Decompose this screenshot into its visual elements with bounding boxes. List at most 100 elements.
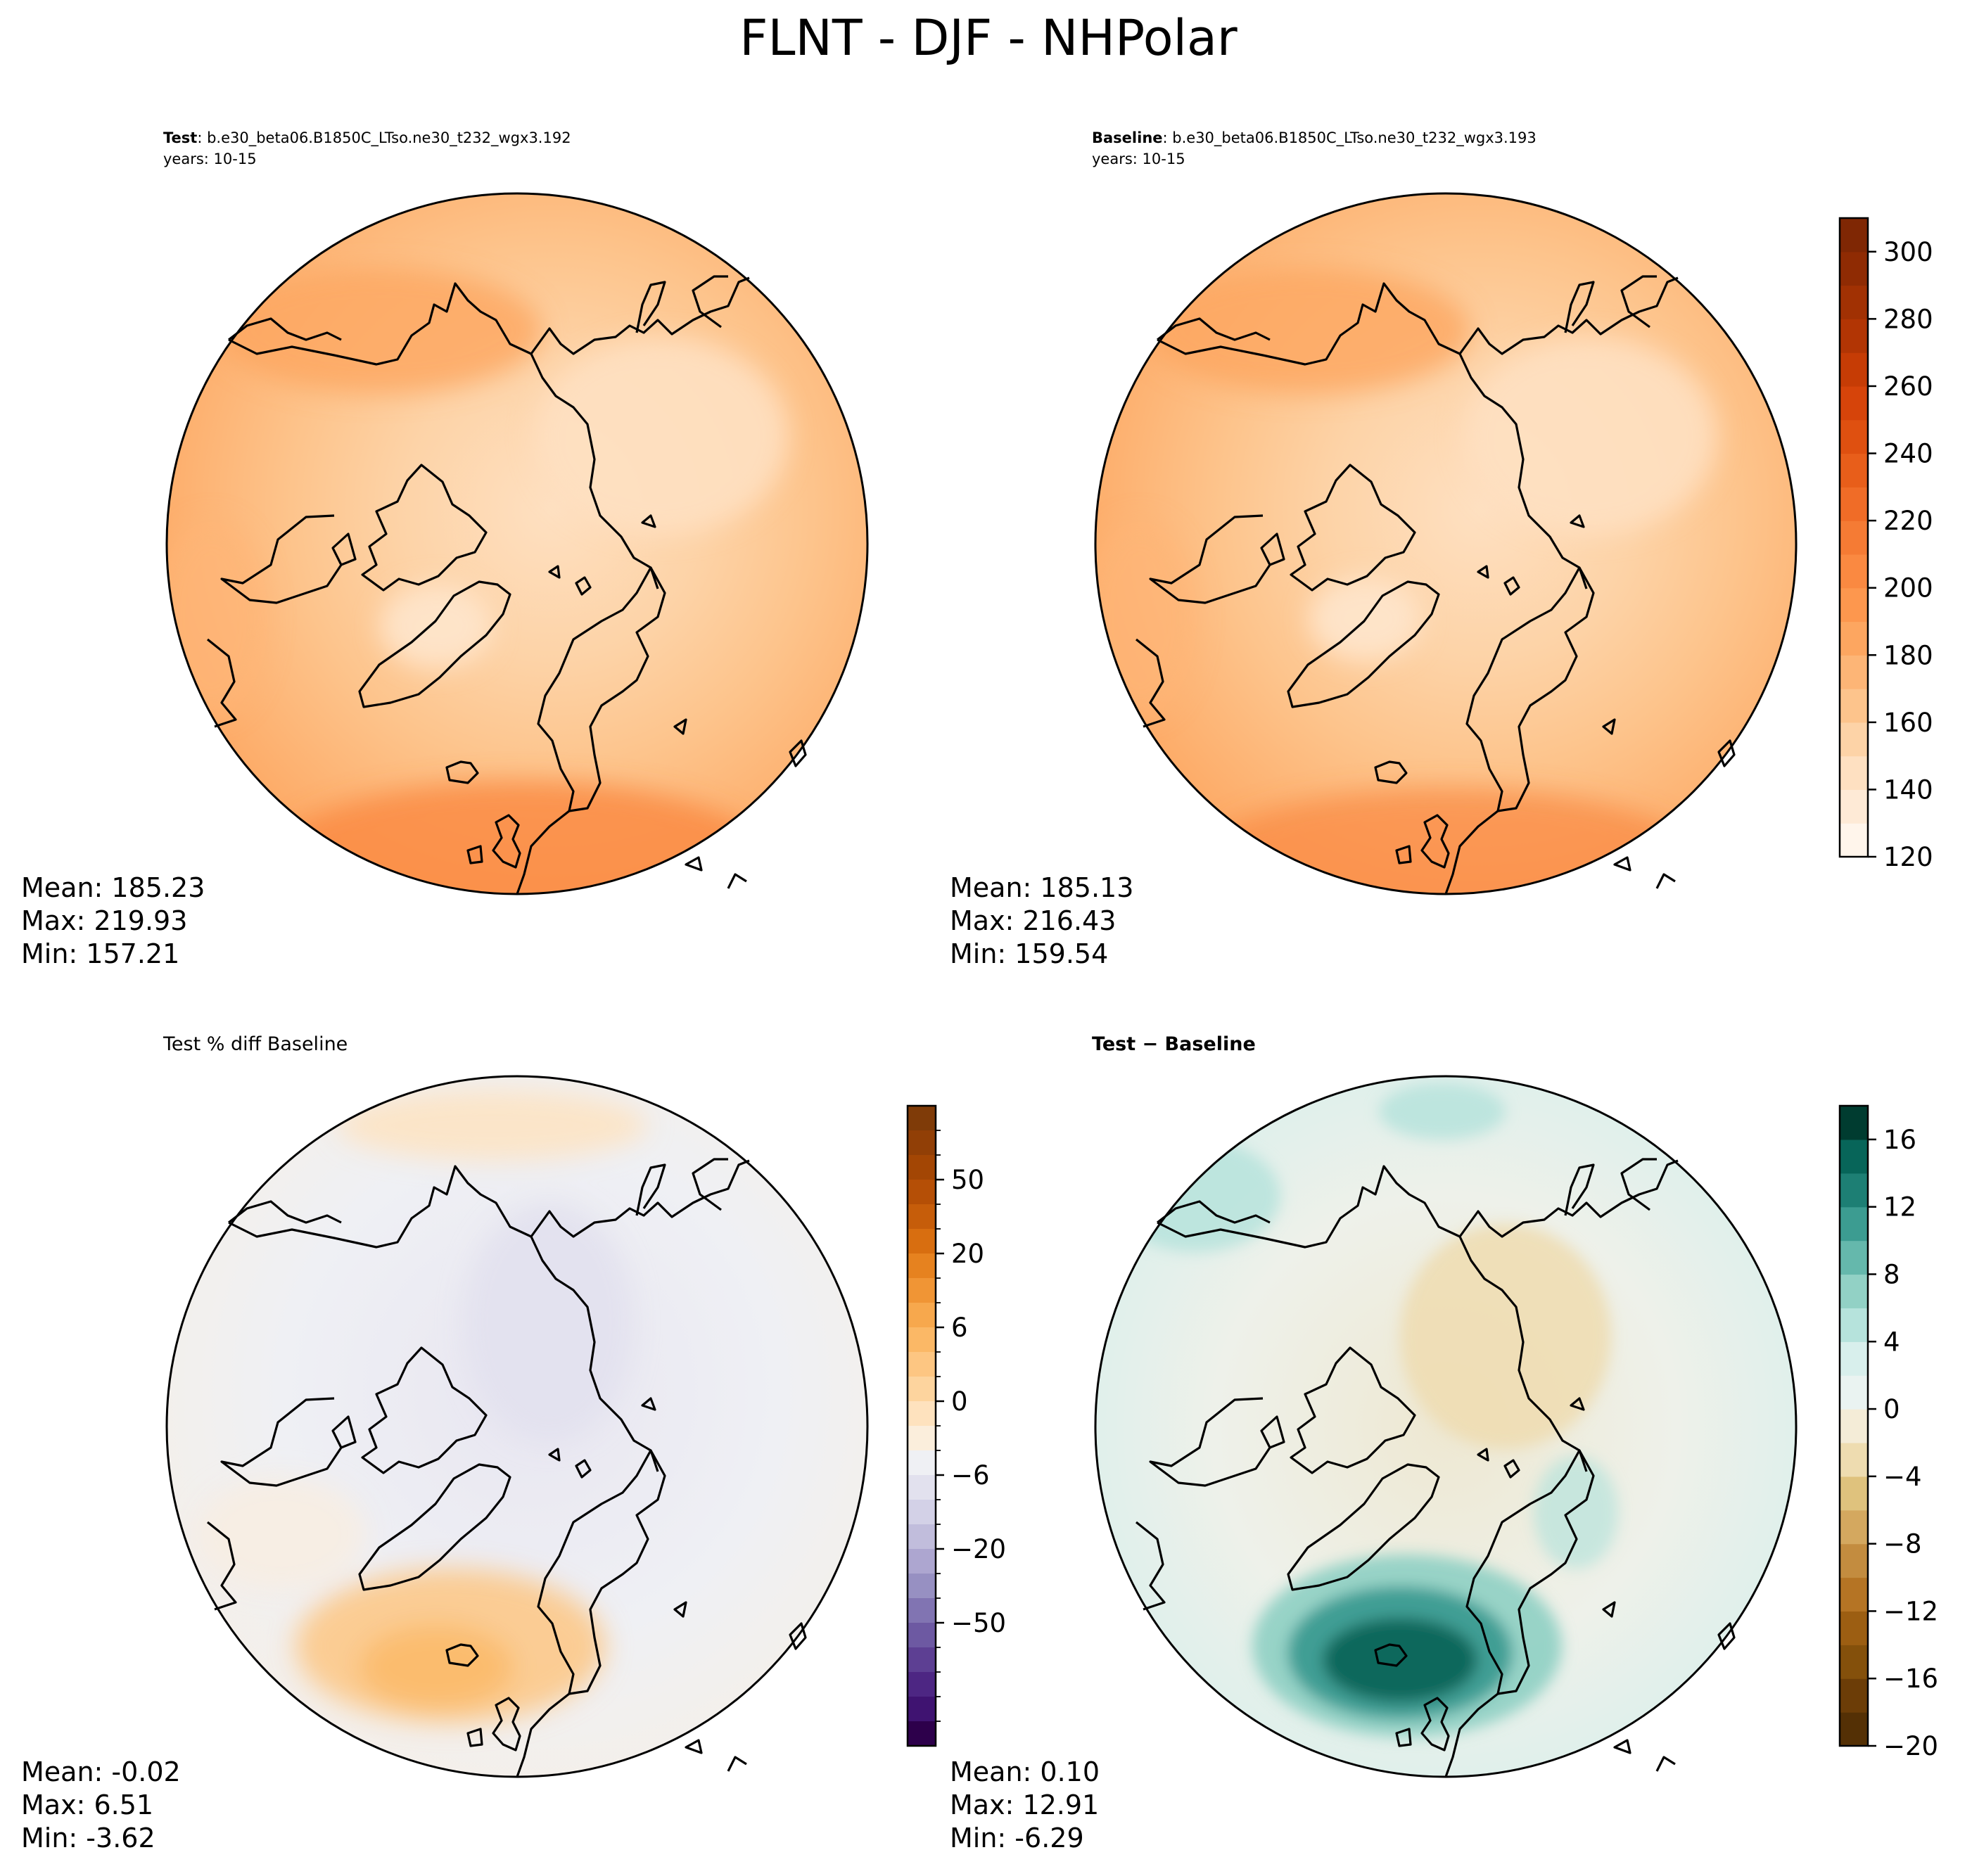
baseline-title-rest: : b.e30_beta06.B1850C_LTso.ne30_t232_wgx… [1163,129,1537,147]
test-map-field [167,193,867,894]
baseline-colorbar-bin [1840,789,1868,824]
difference-colorbar-bin [1840,1577,1868,1612]
baseline-colorbar: 120 140 160 180 200 220 240 260 280 300 [1838,217,1933,872]
difference-colorbar-bin [1840,1409,1868,1443]
difference-colorbar-bin [1840,1375,1868,1410]
percent-diff-map-field [167,1076,867,1777]
difference-colorbar-bin [1840,1308,1868,1342]
percent-diff-colorbar-bin [908,1278,936,1303]
difference-colorbar-tick-label: −4 [1883,1462,1922,1492]
percent-diff-colorbar-tick-label: 0 [951,1386,968,1417]
difference-colorbar-bin [1840,1611,1868,1645]
baseline-colorbar-bin [1840,319,1868,353]
baseline-colorbar-bin [1840,587,1868,623]
test-map-boundary [165,192,869,895]
difference-colorbar-bin [1840,1341,1868,1376]
baseline-colorbar-bin [1840,621,1868,656]
percent-diff-colorbar-bin [908,1549,936,1574]
percent-diff-title-rest: Test % diff Baseline [163,1033,348,1055]
test-title-bold: Test [163,129,197,146]
difference-colorbar-tick-label: −12 [1883,1596,1938,1626]
baseline-colorbar-bin [1840,218,1868,253]
baseline-colorbar-tick-label: 160 [1883,708,1933,738]
percent-diff-colorbar-bin [908,1155,936,1180]
difference-colorbar-bin [1840,1106,1868,1140]
difference-map-field [1095,1076,1796,1777]
test-min: Min: 157.21 [21,938,179,969]
baseline-colorbar-tick-label: 280 [1883,304,1933,334]
baseline-colorbar-tick-label: 300 [1883,237,1933,267]
percent-diff-colorbar-tick-label: −20 [951,1534,1006,1564]
percent-diff-colorbar-bin [908,1672,936,1697]
percent-diff-colorbar-tick-label: 6 [951,1313,968,1343]
baseline-colorbar-bin [1840,655,1868,689]
percent-diff-min: Min: -3.62 [21,1823,155,1853]
baseline-colorbar-bin [1840,385,1868,421]
percent-diff-colorbar-bin [908,1475,936,1500]
percent-diff-colorbar-bin [908,1598,936,1623]
difference-colorbar-bin [1840,1240,1868,1275]
percent-diff-colorbar-bin [908,1574,936,1599]
difference-colorbar-tick-label: 0 [1883,1394,1900,1424]
test-years: years: 10-15 [163,151,257,167]
baseline-colorbar-bin [1840,722,1868,757]
percent-diff-colorbar-bin [908,1721,936,1747]
percent-diff-colorbar-bin [908,1106,936,1131]
percent-diff-colorbar-bin [908,1253,936,1279]
difference-colorbar-bin [1840,1274,1868,1308]
percent-diff-panel-title: Test % diff Baseline [163,1033,348,1055]
difference-colorbar-tick-label: 8 [1883,1259,1900,1289]
difference-colorbar-bin [1840,1206,1868,1242]
percent-diff-colorbar-tick-label: −6 [951,1460,990,1491]
difference-colorbar-bin [1840,1543,1868,1578]
percent-diff-colorbar: 50 20 6 0 −6 −20 −50 [906,1104,1006,1747]
baseline-colorbar-tick-label: 220 [1883,506,1933,536]
baseline-colorbar-bin [1840,521,1868,555]
difference-title-bold: Test − Baseline [1092,1033,1256,1055]
percent-diff-colorbar-tick-label: 50 [951,1165,984,1195]
baseline-colorbar-bin [1840,487,1868,521]
baseline-colorbar-tick-label: 240 [1883,439,1933,469]
baseline-colorbar-tick-label: 260 [1883,371,1933,402]
baseline-colorbar-tick-label: 140 [1883,774,1933,805]
figure-title: FLNT - DJF - NHPolar [739,9,1238,67]
percent-diff-colorbar-bin [908,1426,936,1451]
baseline-colorbar-bin [1840,689,1868,723]
difference-colorbar-tick-label: −8 [1883,1529,1922,1559]
test-panel-title: Test: b.e30_beta06.B1850C_LTso.ne30_t232… [163,129,571,147]
baseline-colorbar-bin [1840,823,1868,857]
difference-min: Min: -6.29 [950,1823,1084,1853]
percent-diff-colorbar-tick-label: −50 [951,1608,1006,1638]
difference-colorbar-tick-label: 16 [1883,1125,1916,1155]
baseline-colorbar-tick-label: 200 [1883,573,1933,604]
baseline-map-field [1095,193,1796,894]
baseline-title-bold: Baseline [1092,129,1163,146]
baseline-colorbar-bin [1840,453,1868,487]
difference-panel: Test − Baseline Mean: 0.10 Max: 12.91 Mi… [950,1033,1938,1853]
percent-diff-colorbar-bin [908,1377,936,1402]
baseline-colorbar-bin [1840,352,1868,387]
baseline-years: years: 10-15 [1092,151,1185,167]
baseline-colorbar-bin [1840,251,1868,286]
difference-max: Max: 12.91 [950,1789,1099,1820]
test-mean: Mean: 185.23 [21,872,205,903]
test-title-rest: : b.e30_beta06.B1850C_LTso.ne30_t232_wgx… [197,129,571,147]
percent-diff-colorbar-bin [908,1500,936,1525]
percent-diff-colorbar-bin [908,1303,936,1328]
difference-colorbar-bin [1840,1712,1868,1747]
difference-colorbar: −20 −16 −12 −8 −4 0 4 8 12 16 [1838,1104,1938,1761]
difference-mean: Mean: 0.10 [950,1756,1100,1787]
baseline-colorbar-tick-label: 120 [1883,842,1933,872]
baseline-colorbar-tick-label: 180 [1883,640,1933,670]
percent-diff-colorbar-bin [908,1524,936,1550]
percent-diff-colorbar-bin [908,1204,936,1230]
baseline-colorbar-bin [1840,419,1868,454]
difference-panel-title: Test − Baseline [1092,1033,1256,1055]
difference-map-boundary [1094,1075,1798,1778]
difference-colorbar-bin [1840,1645,1868,1679]
baseline-panel: Baseline: b.e30_beta06.B1850C_LTso.ne30_… [950,129,1933,969]
percent-diff-colorbar-tick-label: 20 [951,1239,984,1269]
baseline-colorbar-bin [1840,285,1868,319]
baseline-map-boundary [1094,192,1798,895]
